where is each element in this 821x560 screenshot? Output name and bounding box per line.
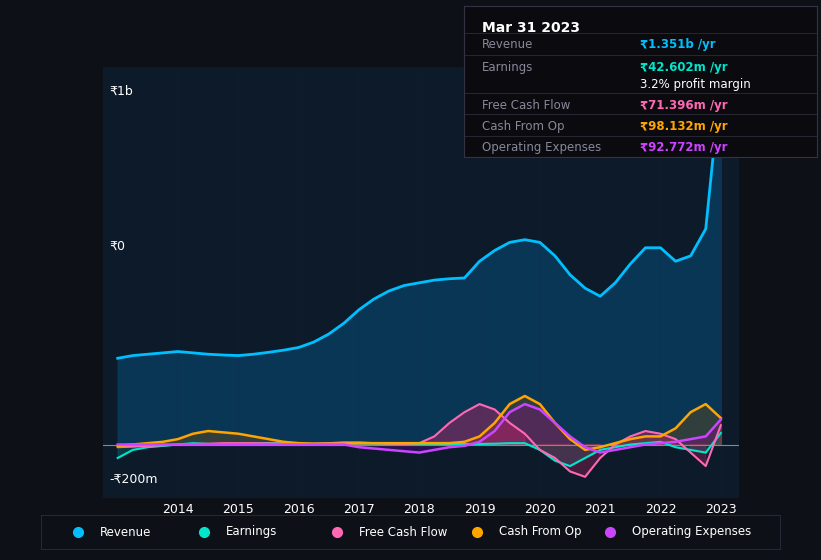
Text: Revenue: Revenue <box>100 525 152 539</box>
Text: ₹0: ₹0 <box>109 240 125 253</box>
Text: ₹92.772m /yr: ₹92.772m /yr <box>640 141 728 154</box>
Text: Revenue: Revenue <box>481 39 533 52</box>
Text: Free Cash Flow: Free Cash Flow <box>481 99 570 112</box>
Text: Free Cash Flow: Free Cash Flow <box>359 525 447 539</box>
Text: Earnings: Earnings <box>481 61 533 74</box>
Text: Mar 31 2023: Mar 31 2023 <box>481 21 580 35</box>
Text: ₹1.351b /yr: ₹1.351b /yr <box>640 39 716 52</box>
Text: ₹1b: ₹1b <box>109 85 133 97</box>
Text: Cash From Op: Cash From Op <box>481 120 564 133</box>
Text: ₹42.602m /yr: ₹42.602m /yr <box>640 61 728 74</box>
Text: -₹200m: -₹200m <box>109 473 158 486</box>
Text: 3.2% profit margin: 3.2% profit margin <box>640 78 751 91</box>
Text: Earnings: Earnings <box>226 525 277 539</box>
Text: ₹71.396m /yr: ₹71.396m /yr <box>640 99 728 112</box>
Text: Operating Expenses: Operating Expenses <box>632 525 751 539</box>
Text: ₹98.132m /yr: ₹98.132m /yr <box>640 120 728 133</box>
Text: Operating Expenses: Operating Expenses <box>481 141 601 154</box>
Text: Cash From Op: Cash From Op <box>499 525 581 539</box>
